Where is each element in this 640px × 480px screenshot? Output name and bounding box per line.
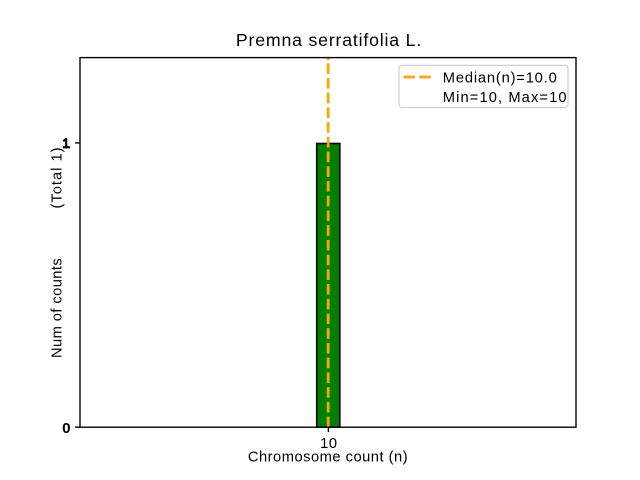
svg-text:Num of counts: Num of counts (49, 258, 65, 358)
svg-text:(Total 1): (Total 1) (49, 146, 65, 208)
svg-text:0: 0 (62, 420, 70, 437)
svg-text:Median(n)=10.0: Median(n)=10.0 (443, 70, 558, 86)
svg-text:10: 10 (320, 436, 338, 452)
svg-text:Chromosome count (n): Chromosome count (n) (248, 450, 408, 466)
svg-text:Min=10, Max=10: Min=10, Max=10 (443, 90, 568, 106)
svg-text:Premna serratifolia L.: Premna serratifolia L. (236, 30, 422, 50)
